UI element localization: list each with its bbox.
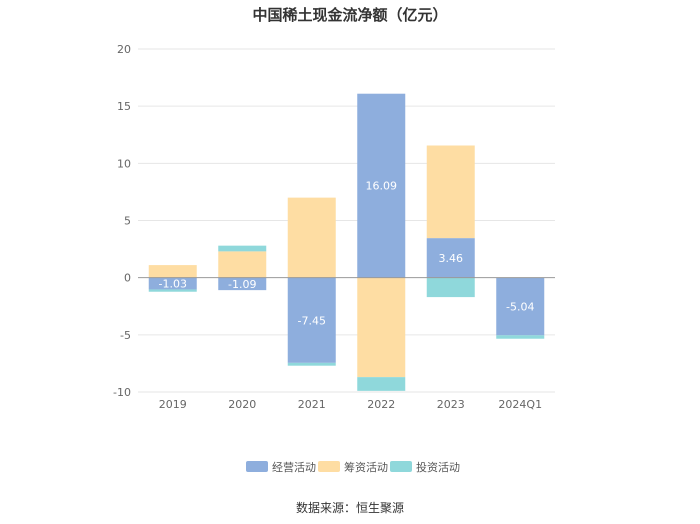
y-tick-label: 15 — [117, 100, 131, 113]
bar-2023-series-2 — [426, 277, 475, 298]
x-tick-label: 2020 — [228, 398, 256, 411]
y-tick-label: -5 — [120, 329, 131, 342]
bars-group — [148, 93, 545, 391]
bar-value-label: 16.09 — [366, 180, 398, 193]
bar-2024Q1-series-0 — [496, 277, 545, 336]
bar-2019-series-1 — [148, 265, 197, 278]
bar-2022-series-2 — [357, 377, 406, 391]
bar-2023-series-1 — [426, 145, 475, 239]
bar-2019-series-0 — [148, 277, 197, 290]
bar-labels: -1.03 -1.09 -7.45 16.09 3.46 -5.04 — [159, 180, 535, 328]
bar-2021-series-1 — [287, 197, 336, 278]
chart-title: 中国稀土现金流净额（亿元） — [252, 6, 447, 24]
bar-2020-series-2 — [218, 245, 267, 252]
y-tick-label: 0 — [124, 272, 131, 285]
x-axis-ticks: 2019 2020 2021 2022 2023 2024Q1 — [159, 398, 542, 411]
bar-2020-series-1 — [218, 251, 267, 278]
bar-2022-series-0 — [357, 93, 406, 278]
bar-value-label: 3.46 — [439, 252, 464, 265]
bar-value-label: -7.45 — [298, 314, 326, 327]
x-tick-label: 2019 — [159, 398, 187, 411]
y-tick-label: -10 — [113, 386, 131, 399]
bar-2020-series-0 — [218, 277, 267, 291]
x-tick-label: 2023 — [437, 398, 465, 411]
bar-value-label: -5.04 — [506, 300, 534, 313]
x-tick-label: 2024Q1 — [498, 398, 542, 411]
legend: 经营活动 筹资活动 投资活动 — [246, 460, 460, 474]
source-note: 数据来源：恒生聚源 — [296, 500, 404, 515]
legend-swatch — [318, 461, 340, 472]
y-tick-label: 5 — [124, 215, 131, 228]
legend-label: 投资活动 — [416, 460, 460, 474]
legend-label: 经营活动 — [272, 460, 316, 474]
bar-2022-series-1 — [357, 277, 406, 378]
legend-swatch — [390, 461, 412, 472]
grid-lines — [138, 48, 555, 393]
legend-label: 筹资活动 — [344, 460, 388, 474]
bar-2021-series-0 — [287, 277, 336, 363]
legend-swatch — [246, 461, 268, 472]
bar-value-label: -1.03 — [159, 278, 187, 291]
bar-2024Q1-series-2 — [496, 335, 545, 339]
x-tick-label: 2022 — [367, 398, 395, 411]
bar-value-label: -1.09 — [228, 278, 256, 291]
x-tick-label: 2021 — [298, 398, 326, 411]
y-tick-label: 10 — [117, 157, 131, 170]
bar-2021-series-2 — [287, 362, 336, 366]
y-tick-label: 20 — [117, 43, 131, 56]
y-axis-ticks: 20 15 10 5 0 -5 -10 — [113, 43, 131, 399]
bar-2019-series-2 — [148, 289, 197, 292]
bar-2023-series-0 — [426, 238, 475, 278]
